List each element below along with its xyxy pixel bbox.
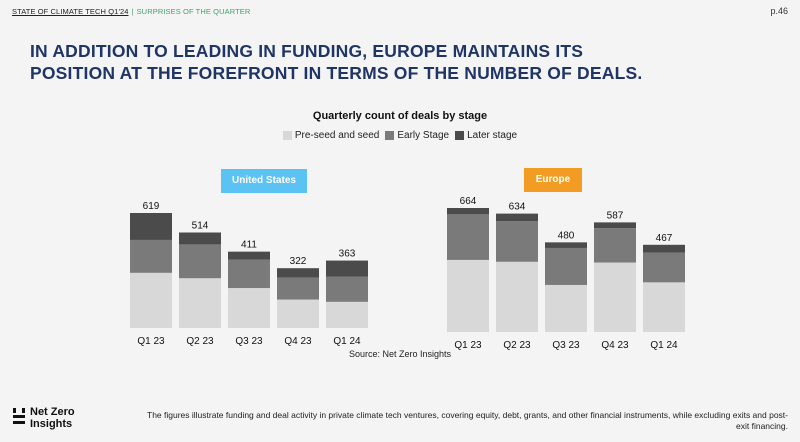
bar-eu-q4-23-pre-seed [594, 262, 636, 332]
bar-eu-q2-23-pre-seed [496, 261, 538, 332]
bar-us-q1-23-pre-seed [130, 272, 172, 328]
legend-item-later-stage: Later stage [455, 130, 517, 141]
logo-icon [13, 408, 25, 424]
total-label-eu-1: 634 [509, 202, 526, 213]
bar-eu-q1-24-pre-seed [643, 282, 685, 332]
bar-us-q1-24-pre-seed [326, 301, 368, 328]
total-label-us-4: 363 [339, 249, 356, 260]
bar-eu-q1-23-pre-seed [447, 259, 489, 332]
legend-swatch-later-stage [455, 131, 465, 140]
legend-label-early-stage: Early Stage [397, 130, 450, 141]
chart-title: Quarterly count of deals by stage [312, 110, 488, 122]
x-tick-label-eu-4: Q1 24 [650, 340, 678, 351]
bar-eu-q2-23-early-stage [496, 221, 538, 262]
bar-us-q1-24-early-stage [326, 276, 368, 302]
x-tick-label-us-3: Q4 23 [284, 336, 312, 347]
bar-eu-q1-24-later-stage [643, 244, 685, 253]
logo-text: Net Zero Insights [30, 406, 75, 430]
header-separator: | [131, 7, 134, 16]
legend-swatch-pre-seed [282, 131, 292, 140]
bar-eu-q1-24-early-stage [643, 252, 685, 283]
headline: IN ADDITION TO LEADING IN FUNDING, EUROP… [30, 41, 643, 83]
bar-us-q3-23-pre-seed [228, 288, 270, 328]
total-label-us-3: 322 [290, 256, 307, 267]
bar-eu-q3-23-pre-seed [545, 284, 587, 332]
bar-us-q3-23-later-stage [228, 251, 270, 260]
legend-item-early-stage: Early Stage [385, 130, 449, 141]
x-tick-label-eu-0: Q1 23 [454, 340, 482, 351]
bar-us-q4-23-later-stage [277, 268, 319, 278]
bar-us-q1-23-early-stage [130, 239, 172, 273]
section-title: SURPRISES OF THE QUARTER [136, 7, 251, 16]
total-label-eu-3: 587 [607, 210, 624, 221]
chart-source: Source: Net Zero Insights [348, 349, 452, 359]
x-tick-label-us-1: Q2 23 [186, 336, 214, 347]
chart-legend: Pre-seed and seed Early Stage Later stag… [0, 130, 800, 141]
report-title[interactable]: STATE OF CLIMATE TECH Q1'24 [12, 7, 129, 16]
bar-us-q1-23-later-stage [130, 213, 172, 240]
x-tick-label-us-2: Q3 23 [235, 336, 263, 347]
bar-us-q2-23-later-stage [179, 232, 221, 245]
total-label-eu-2: 480 [558, 230, 575, 241]
report-header: STATE OF CLIMATE TECH Q1'24 | SURPRISES OF… [12, 7, 250, 16]
bar-eu-q4-23-early-stage [594, 228, 636, 263]
bar-us-q4-23-early-stage [277, 277, 319, 300]
total-label-eu-4: 467 [656, 233, 673, 244]
bar-eu-q1-23-early-stage [447, 214, 489, 260]
x-tick-label-us-0: Q1 23 [137, 336, 165, 347]
legend-swatch-early-stage [385, 131, 395, 140]
logo-line-2: Insights [30, 418, 73, 430]
x-tick-label-eu-2: Q3 23 [552, 340, 580, 351]
total-label-us-0: 619 [143, 201, 160, 212]
bar-us-q1-24-later-stage [326, 260, 368, 277]
bar-eu-q2-23-later-stage [496, 213, 538, 222]
logo: Net Zero Insights [12, 406, 75, 430]
panel-label-united-states: United States [221, 169, 307, 193]
bar-us-q4-23-pre-seed [277, 299, 319, 328]
page-number: p.46 [770, 6, 788, 16]
x-tick-label-us-4: Q1 24 [333, 336, 361, 347]
bar-eu-q3-23-early-stage [545, 247, 587, 285]
legend-label-later-stage: Later stage [467, 130, 518, 141]
legend-item-pre-seed: Pre-seed and seed [282, 130, 380, 141]
total-label-us-1: 514 [192, 221, 209, 232]
footnote: The figures illustrate funding and deal … [147, 410, 788, 431]
legend-label-pre-seed: Pre-seed and seed [294, 130, 380, 141]
logo-line-1: Net Zero [30, 406, 75, 418]
bar-us-q2-23-pre-seed [179, 278, 221, 328]
panel-label-europe: Europe [524, 168, 582, 192]
bar-us-q2-23-early-stage [179, 244, 221, 279]
bar-eu-q1-23-later-stage [447, 208, 489, 215]
bar-eu-q3-23-later-stage [545, 242, 587, 248]
bar-eu-q4-23-later-stage [594, 222, 636, 229]
x-tick-label-eu-3: Q4 23 [601, 340, 629, 351]
x-tick-label-eu-1: Q2 23 [503, 340, 531, 351]
total-label-eu-0: 664 [460, 196, 477, 207]
total-label-us-2: 411 [241, 240, 257, 251]
bar-us-q3-23-early-stage [228, 259, 270, 289]
